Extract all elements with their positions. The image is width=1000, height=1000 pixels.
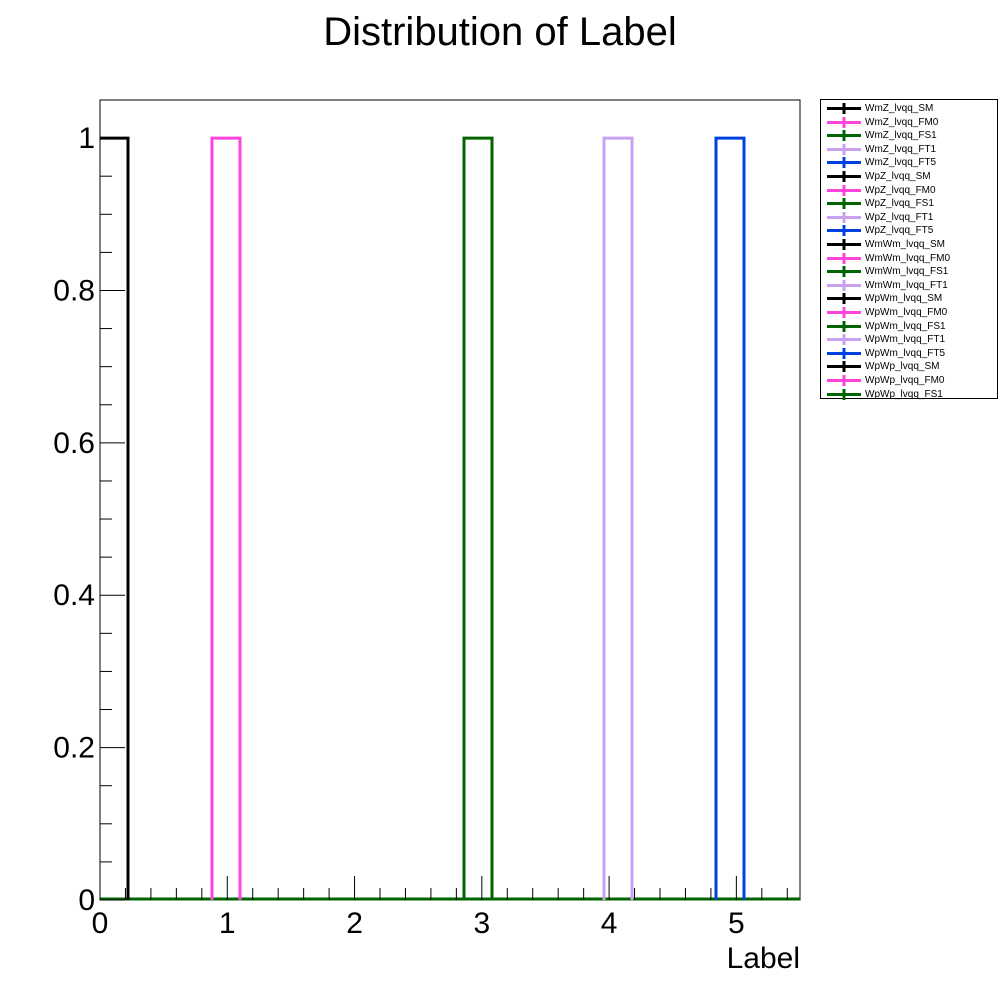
- legend-label: WpZ_lvqq_FM0: [865, 184, 936, 196]
- legend-swatch: [827, 347, 861, 359]
- legend-swatch: [827, 307, 861, 318]
- y-tick-label: 0.8: [53, 274, 95, 307]
- legend-label: WmZ_lvqq_FT1: [865, 143, 937, 155]
- legend-item: WpWm_lvqq_FT5: [821, 347, 997, 361]
- histogram-bar-WmZ_lvqq_FS1: [462, 136, 494, 900]
- legend-item: WmZ_lvqq_FT1: [821, 143, 997, 157]
- legend-item: WmWm_lvqq_FM0: [821, 252, 997, 266]
- legend-label: WmZ_lvqq_FS1: [865, 130, 937, 142]
- legend-swatch: [827, 184, 861, 196]
- x-tick-label: 5: [728, 907, 745, 940]
- legend-swatch: [827, 225, 861, 237]
- legend-label: WpWp_lvqq_SM: [865, 361, 940, 373]
- legend-label: WpZ_lvqq_FT1: [865, 211, 934, 223]
- legend-label: WmWm_lvqq_SM: [865, 239, 946, 250]
- legend-swatch: [827, 239, 861, 250]
- x-tick-label: 4: [601, 907, 618, 940]
- legend: WmZ_lvqq_SM WmZ_lvqq_FM0 WmZ_lvqq_FS1 WmZ_l…: [820, 99, 998, 402]
- legend-swatch: [827, 130, 861, 142]
- histogram-bar-WmZ_lvqq_FT5: [714, 136, 746, 900]
- legend-item: WpZ_lvqq_FT1: [821, 211, 997, 225]
- y-tick-label: 0.4: [53, 579, 95, 612]
- x-axis-label: Label: [727, 942, 800, 975]
- x-tick-label: 3: [473, 907, 490, 940]
- legend-label: WmWm_lvqq_FT1: [865, 279, 948, 291]
- legend-label: WpWm_lvqq_SM: [865, 293, 943, 305]
- legend-label: WpZ_lvqq_FS1: [865, 198, 934, 210]
- y-tick-label: 0.6: [53, 427, 95, 460]
- legend-swatch: [827, 279, 861, 291]
- histogram-bar-WmZ_lvqq_FT1: [602, 136, 634, 900]
- legend-item: WmZ_lvqq_FM0: [821, 116, 997, 130]
- legend-swatch: [827, 198, 861, 210]
- histogram-bar-WmZ_lvqq_FM0: [210, 136, 242, 900]
- legend-item: WpWp_lvqq_FM0: [821, 374, 997, 388]
- legend-item: WpZ_lvqq_FT5: [821, 224, 997, 238]
- legend-item: WpZ_lvqq_SM: [821, 170, 997, 184]
- legend-item: WpZ_lvqq_FM0: [821, 184, 997, 198]
- x-tick-label: 0: [92, 907, 109, 940]
- legend-swatch: [827, 211, 861, 223]
- legend-swatch: [827, 157, 861, 169]
- legend-swatch: [827, 375, 861, 386]
- legend-label: WpWm_lvqq_FT1: [865, 334, 946, 346]
- y-tick-label: 0: [78, 884, 95, 917]
- legend-swatch: [827, 252, 861, 264]
- legend-label: WpZ_lvqq_SM: [865, 171, 931, 182]
- legend-item: WmZ_lvqq_SM: [821, 102, 997, 116]
- legend-swatch: [827, 103, 861, 114]
- legend-item: WpWm_lvqq_FS1: [821, 320, 997, 334]
- legend-label: WpWm_lvqq_FT5: [865, 347, 946, 359]
- legend-item: WmZ_lvqq_FS1: [821, 129, 997, 143]
- legend-label: WpWm_lvqq_FS1: [865, 320, 946, 332]
- legend-label: WpWm_lvqq_FM0: [865, 307, 948, 318]
- legend-swatch: [827, 143, 861, 155]
- legend-label: WmZ_lvqq_SM: [865, 103, 934, 114]
- legend-swatch: [827, 334, 861, 346]
- legend-item: WpWm_lvqq_SM: [821, 292, 997, 306]
- legend-item: WpWp_lvqq_FS1: [821, 388, 997, 402]
- legend-label: WmZ_lvqq_FT5: [865, 157, 937, 169]
- legend-item: WmZ_lvqq_FT5: [821, 156, 997, 170]
- legend-item: WmWm_lvqq_FS1: [821, 265, 997, 279]
- legend-item: WpZ_lvqq_FS1: [821, 197, 997, 211]
- legend-swatch: [827, 293, 861, 305]
- legend-label: WpWp_lvqq_FM0: [865, 375, 945, 386]
- legend-item: WpWp_lvqq_SM: [821, 360, 997, 374]
- x-tick-label: 2: [346, 907, 363, 940]
- legend-swatch: [827, 361, 861, 373]
- legend-item: WpWm_lvqq_FT1: [821, 333, 997, 347]
- legend-swatch: [827, 116, 861, 128]
- legend-label: WmWm_lvqq_FS1: [865, 266, 949, 278]
- legend-item: WpWm_lvqq_FM0: [821, 306, 997, 320]
- legend-label: WpWp_lvqq_FS1: [865, 388, 943, 400]
- y-tick-label: 0.2: [53, 732, 95, 765]
- y-tick-label: 1: [78, 122, 95, 155]
- legend-label: WmWm_lvqq_FM0: [865, 252, 951, 264]
- legend-swatch: [827, 171, 861, 182]
- legend-label: WpZ_lvqq_FT5: [865, 225, 934, 237]
- legend-item: WmWm_lvqq_FT1: [821, 279, 997, 293]
- plot-frame: [99, 99, 801, 901]
- x-tick-label: 1: [219, 907, 236, 940]
- legend-swatch: [827, 266, 861, 278]
- legend-item: WmWm_lvqq_SM: [821, 238, 997, 252]
- legend-swatch: [827, 320, 861, 332]
- legend-swatch: [827, 388, 861, 400]
- legend-label: WmZ_lvqq_FM0: [865, 116, 939, 128]
- chart-title: Distribution of Label: [323, 10, 677, 54]
